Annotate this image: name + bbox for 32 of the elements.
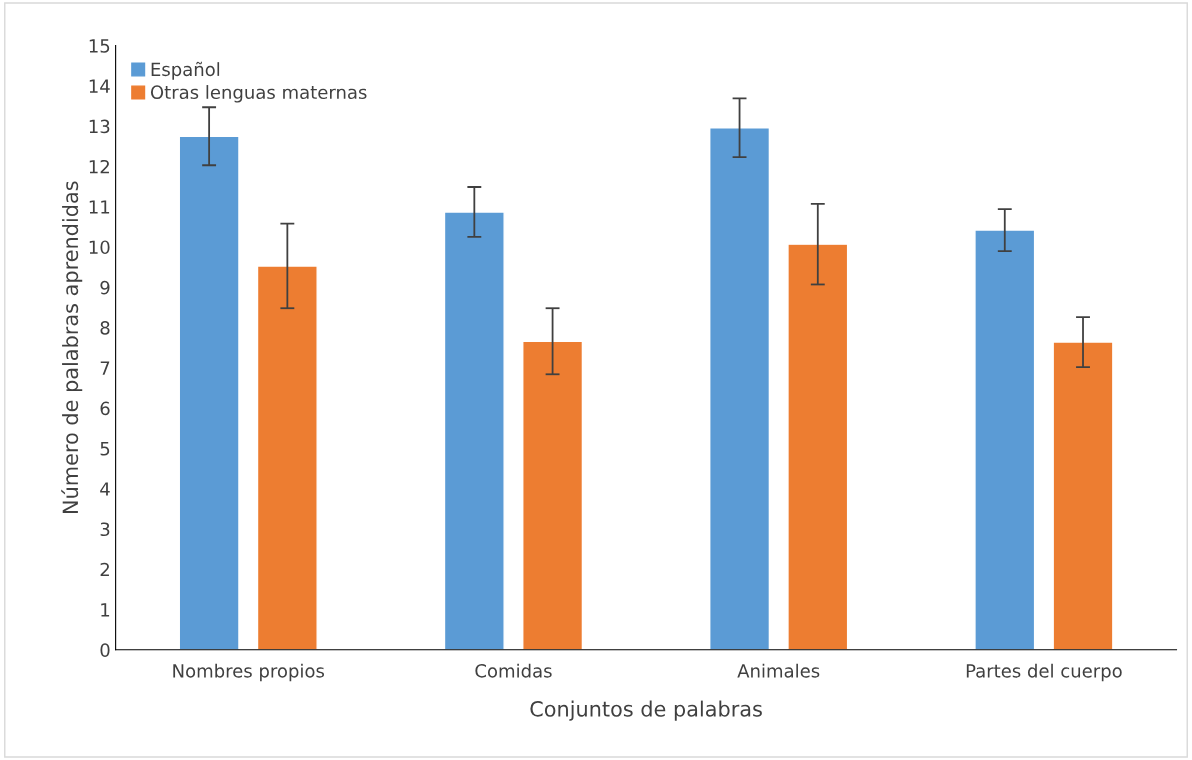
y-tick-label: 7 [100,361,110,375]
y-tick-label: 8 [100,321,110,335]
x-tick-label: Nombres propios [173,663,325,682]
x-tick-label: Comidas [475,663,552,678]
bar [178,135,240,650]
y-tick-label: 3 [100,522,110,537]
y-tick-label: 13 [89,119,110,134]
legend-label: Español [151,61,220,80]
y-tick-label: 12 [89,159,109,174]
bar [256,265,318,650]
bar [1052,341,1114,650]
legend-label: Otras lenguas maternas [150,85,367,103]
y-tick-label: 9 [100,280,110,295]
y-tick-label: 2 [100,562,109,577]
bar [522,340,584,650]
y-tick-label: 10 [89,240,110,255]
y-axis-title: Número de palabras aprendidas [61,181,83,513]
x-tick-label: Partes del cuerpo [966,663,1122,682]
y-tick-label: 6 [100,401,110,416]
y-tick-label: 11 [89,200,110,214]
bar [787,243,849,650]
x-tick-label: Animales [737,663,820,678]
y-tick-label: 14 [89,79,110,93]
y-tick-label: 5 [100,442,110,456]
y-tick-label: 15 [89,39,110,53]
y-tick-label: 1 [101,603,110,617]
y-tick-label: 0 [100,643,110,657]
bar [443,211,505,650]
bar [709,127,771,650]
bar [974,229,1036,650]
y-tick-label: 4 [100,482,110,496]
x-axis-title: Conjuntos de palabras [530,700,762,721]
